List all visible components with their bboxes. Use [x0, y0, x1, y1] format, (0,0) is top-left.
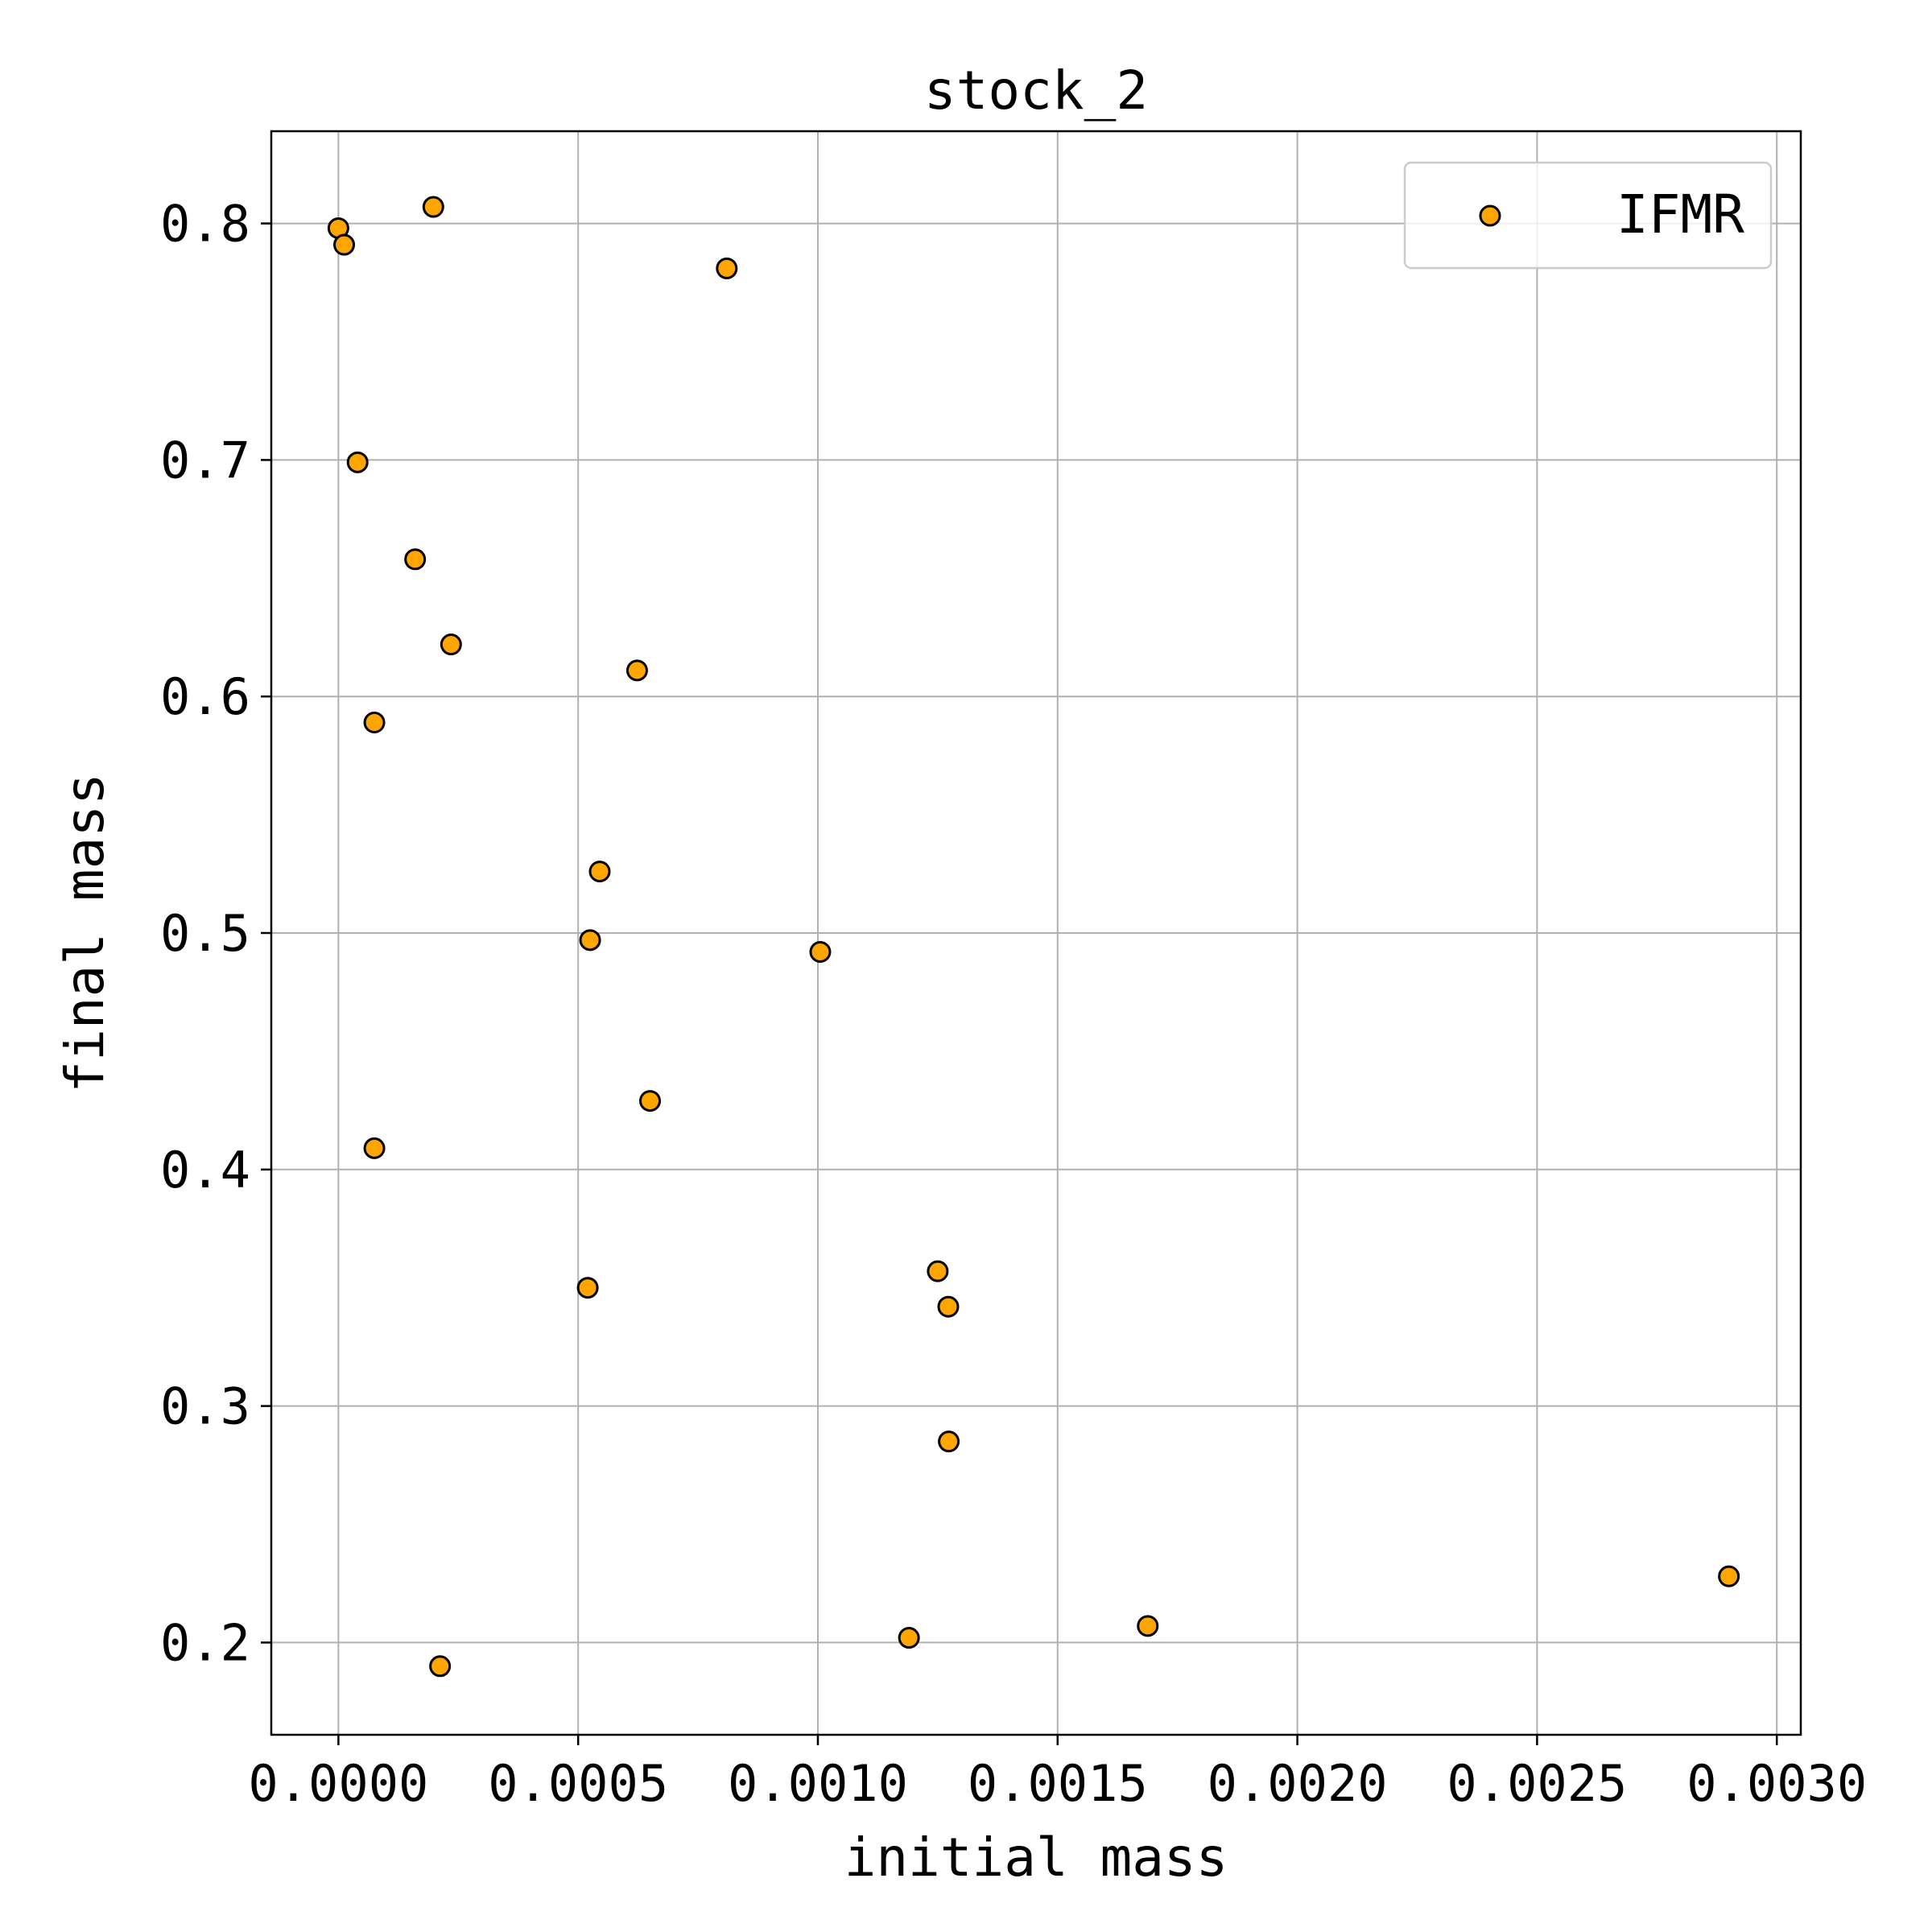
data-point — [363, 1137, 386, 1159]
data-points — [327, 196, 1740, 1678]
data-point — [440, 634, 462, 656]
x-tick-label: 0.0005 — [488, 1754, 668, 1813]
data-point — [576, 1277, 599, 1299]
x-tick-label: 0.0030 — [1686, 1754, 1867, 1813]
x-tick-label: 0.0000 — [248, 1754, 428, 1813]
data-point — [927, 1260, 949, 1282]
data-point — [333, 233, 356, 256]
data-point — [579, 929, 601, 952]
data-point — [1718, 1565, 1740, 1587]
data-point — [429, 1655, 452, 1678]
x-tick-label: 0.0010 — [728, 1754, 908, 1813]
x-axis-label: initial mass — [844, 1827, 1228, 1889]
data-point — [346, 451, 369, 473]
data-point — [404, 548, 427, 571]
x-tick-label: 0.0015 — [968, 1754, 1148, 1813]
legend-label-ifmr: IFMR — [1616, 184, 1744, 246]
grid-lines — [271, 131, 1801, 1735]
data-point — [898, 1627, 920, 1649]
y-tick-label: 0.8 — [160, 195, 250, 254]
data-point — [363, 712, 386, 734]
data-point — [1137, 1615, 1159, 1637]
legend-box — [1403, 161, 1773, 270]
x-tick-label: 0.0020 — [1208, 1754, 1388, 1813]
data-point — [588, 861, 611, 883]
data-point — [937, 1295, 960, 1318]
data-point — [716, 257, 738, 279]
y-axis-label: final mass — [54, 773, 116, 1092]
y-tick-label: 0.2 — [160, 1613, 250, 1672]
y-tick-label: 0.6 — [160, 667, 250, 726]
y-tick-label: 0.7 — [160, 431, 250, 489]
legend: IFMR — [1403, 161, 1773, 270]
y-tick-label: 0.4 — [160, 1141, 250, 1199]
y-tick-label: 0.5 — [160, 904, 250, 963]
data-point — [938, 1430, 960, 1453]
y-tick-label: 0.3 — [160, 1377, 250, 1436]
x-tick-label: 0.0025 — [1447, 1754, 1627, 1813]
data-point — [809, 941, 832, 964]
data-point — [422, 196, 444, 218]
data-point — [639, 1090, 662, 1113]
chart-title: stock_2 — [924, 60, 1148, 122]
axis-ticks: 0.0000 0.0005 0.0010 0.0015 0.0020 0.0025 0.00… — [160, 195, 1867, 1813]
legend-marker-ifmr — [1479, 204, 1501, 227]
data-point — [625, 659, 648, 682]
